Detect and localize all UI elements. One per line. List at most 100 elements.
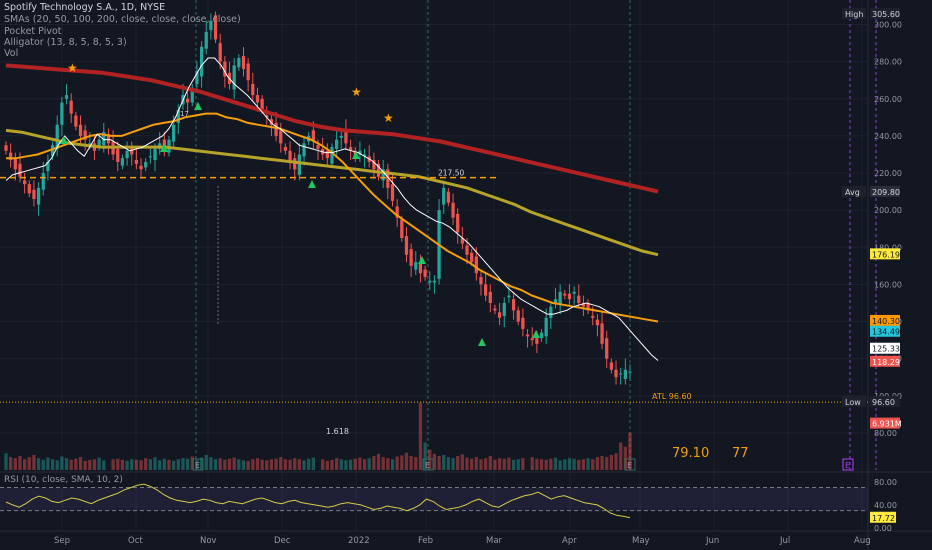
price-marker-tag-label: Low: [845, 398, 861, 407]
price-marker-value: 176.19: [872, 250, 900, 259]
volume-bar: [511, 459, 516, 470]
candle-body: [106, 134, 111, 144]
candle-body: [502, 302, 506, 316]
volume-bar: [260, 459, 264, 470]
candle-body: [358, 150, 362, 155]
indicator-smas-label[interactable]: SMAs (20, 50, 100, 200, close, close, cl…: [4, 14, 241, 25]
star-marker: ★: [67, 61, 78, 75]
candle-body: [409, 249, 413, 266]
price-marker-chip: [870, 185, 900, 197]
rsi-current-value: 17.72: [872, 514, 895, 523]
price-marker-tag: [842, 185, 866, 197]
indicator-alligator-label[interactable]: Alligator (13, 8, 5, 8, 5, 3): [4, 37, 127, 48]
volume-bar: [22, 459, 27, 470]
candle-body: [209, 20, 213, 31]
rsi-line: [5, 483, 631, 519]
rsi-tick-label: 80.00: [874, 478, 897, 487]
volume-bar: [18, 456, 22, 470]
candle-body: [456, 213, 460, 233]
volume-bar: [102, 460, 106, 470]
price-marker-tag-label: High: [845, 10, 863, 19]
price-marker-tag: [842, 8, 866, 20]
candle-body: [46, 161, 50, 172]
candle-body: [302, 143, 306, 157]
volume-bar: [428, 449, 432, 470]
price-marker-value: 125.33: [872, 345, 900, 354]
candle-body: [386, 169, 390, 188]
indicator-vol-label[interactable]: Vol: [4, 48, 19, 59]
candle-body: [218, 43, 222, 62]
time-tick-label: Jul: [779, 536, 790, 546]
candle-body: [577, 295, 581, 303]
candle-body: [41, 173, 45, 190]
candle-body: [623, 369, 627, 380]
price-marker-value: 6.931M: [872, 420, 902, 429]
candle-body: [13, 158, 17, 170]
volume-bar: [199, 457, 204, 470]
price-marker-chip: [870, 325, 900, 337]
pocket-pivot-marker: [194, 102, 202, 110]
earnings-label: E: [627, 461, 632, 470]
volume-bar: [376, 453, 381, 470]
volume-bar: [497, 458, 502, 470]
candle-body: [339, 135, 343, 138]
sma20-line: [5, 57, 659, 361]
star-marker: ★: [351, 85, 362, 99]
volume-bar: [418, 402, 423, 470]
volume-bar: [456, 456, 460, 470]
candle-body: [400, 219, 404, 238]
candle-body: [283, 147, 288, 151]
earnings-marker: [842, 458, 854, 471]
candle-body: [516, 310, 520, 322]
volume-bar: [362, 459, 367, 470]
sma200-line: [5, 63, 659, 194]
price-marker-tag: [842, 396, 866, 408]
candle-body: [605, 338, 609, 359]
volume-bar: [111, 459, 115, 470]
price-tick-label: 200.00: [874, 206, 902, 215]
earnings-marker: [422, 458, 434, 471]
volume-bar: [484, 458, 488, 470]
candle-body: [9, 152, 13, 161]
candle-body: [479, 276, 483, 285]
volume-bar: [204, 454, 208, 470]
candle-body: [293, 158, 297, 170]
volume-bar: [502, 458, 506, 470]
volume-bar: [530, 457, 534, 470]
candle-body: [36, 187, 41, 205]
pocket-pivot-marker: [308, 180, 316, 188]
candle-body: [69, 100, 73, 114]
volume-bar: [223, 459, 227, 470]
candle-body: [460, 238, 464, 244]
candle-body: [195, 70, 199, 84]
volume-bar: [274, 458, 278, 470]
candle-body: [609, 362, 614, 370]
candle-body: [185, 98, 190, 103]
candle-body: [372, 160, 376, 170]
pocket-pivot-marker: [532, 330, 540, 338]
volume-bar: [390, 459, 395, 470]
volume-bar: [614, 453, 618, 470]
candle-body: [381, 169, 385, 181]
volume-bar: [581, 459, 586, 470]
annotation-left-number: 79.10: [672, 446, 710, 461]
candle-body: [311, 130, 315, 142]
candle-body: [83, 130, 87, 140]
candle-body: [470, 252, 474, 263]
candle-body: [88, 143, 92, 145]
candle-body: [428, 280, 432, 283]
candle-body: [4, 145, 8, 151]
volume-bar: [507, 457, 511, 470]
indicator-pocket-pivot-label[interactable]: Pocket Pivot: [4, 26, 62, 37]
volume-bar: [255, 458, 260, 470]
volume-bar: [213, 459, 218, 470]
volume-bar: [125, 460, 129, 470]
indicator-rsi-label[interactable]: RSI (10, close, SMA, 10, 2): [4, 475, 123, 485]
volume-bar: [488, 456, 492, 470]
volume-bar: [148, 459, 152, 470]
time-tick-label: Dec: [274, 536, 291, 546]
volume-bar: [302, 460, 306, 470]
volume-bar: [404, 452, 409, 470]
volume-bar: [307, 458, 311, 470]
